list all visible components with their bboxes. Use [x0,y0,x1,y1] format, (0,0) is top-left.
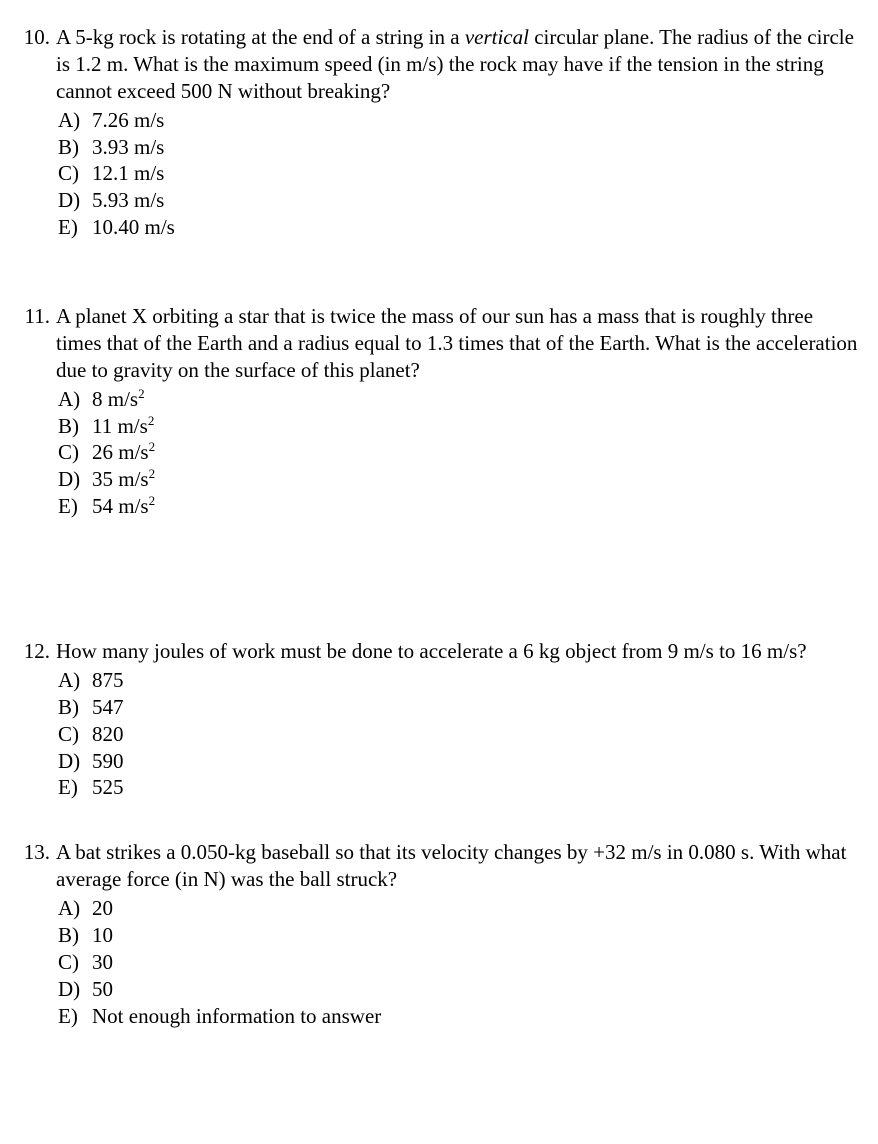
option-value: 35 m/s [92,467,149,491]
option-label: E) [58,493,92,520]
page: 10. A 5-kg rock is rotating at the end o… [0,0,878,1029]
option-text: 10 [92,922,860,949]
option-b: B)10 [58,922,860,949]
question-number: 12. [8,638,56,801]
question-13: 13. A bat strikes a 0.050-kg baseball so… [8,839,860,1029]
options-list: A)20 B)10 C)30 D)50 E)Not enough informa… [56,895,860,1029]
option-label: E) [58,1003,92,1030]
options-list: A)7.26 m/s B)3.93 m/s C)12.1 m/s D)5.93 … [56,107,860,241]
question-11: 11. A planet X orbiting a star that is t… [8,303,860,520]
option-b: B)11 m/s2 [58,413,860,440]
option-c: C)26 m/s2 [58,439,860,466]
stem-text-pre: A planet X orbiting a star that is twice… [56,304,857,382]
spacer [8,801,860,839]
option-d: D)5.93 m/s [58,187,860,214]
option-text: Not enough information to answer [92,1003,860,1030]
option-label: D) [58,748,92,775]
stem-text-italic: vertical [465,25,529,49]
option-e: E)525 [58,774,860,801]
option-a: A)875 [58,667,860,694]
option-c: C)12.1 m/s [58,160,860,187]
option-label: C) [58,949,92,976]
option-d: D)590 [58,748,860,775]
question-number: 10. [8,24,56,241]
question-body: A planet X orbiting a star that is twice… [56,303,860,520]
option-a: A)20 [58,895,860,922]
option-text: 10.40 m/s [92,214,860,241]
option-text: 35 m/s2 [92,466,860,493]
option-e: E)10.40 m/s [58,214,860,241]
option-b: B)3.93 m/s [58,134,860,161]
stem-text-pre: A 5-kg rock is rotating at the end of a … [56,25,465,49]
option-label: B) [58,922,92,949]
option-text: 54 m/s2 [92,493,860,520]
option-sup: 2 [149,493,156,508]
option-text: 8 m/s2 [92,386,860,413]
option-text: 820 [92,721,860,748]
stem-text-pre: A bat strikes a 0.050-kg baseball so tha… [56,840,846,891]
question-body: A bat strikes a 0.050-kg baseball so tha… [56,839,860,1029]
option-text: 12.1 m/s [92,160,860,187]
option-sup: 2 [149,466,156,481]
option-label: B) [58,413,92,440]
question-stem: A planet X orbiting a star that is twice… [56,303,860,384]
option-value: 54 m/s [92,494,149,518]
option-label: B) [58,694,92,721]
question-12: 12. How many joules of work must be done… [8,638,860,801]
option-label: E) [58,214,92,241]
option-text: 525 [92,774,860,801]
option-label: C) [58,160,92,187]
question-stem: How many joules of work must be done to … [56,638,860,665]
option-b: B)547 [58,694,860,721]
stem-text-pre: How many joules of work must be done to … [56,639,807,663]
option-label: A) [58,107,92,134]
option-text: 26 m/s2 [92,439,860,466]
option-label: C) [58,721,92,748]
option-text: 3.93 m/s [92,134,860,161]
option-text: 7.26 m/s [92,107,860,134]
question-10: 10. A 5-kg rock is rotating at the end o… [8,24,860,241]
option-label: D) [58,466,92,493]
option-text: 20 [92,895,860,922]
option-label: A) [58,386,92,413]
option-value: 26 m/s [92,440,149,464]
option-e: E)54 m/s2 [58,493,860,520]
option-sup: 2 [149,439,156,454]
option-sup: 2 [148,413,155,428]
option-label: C) [58,439,92,466]
question-body: How many joules of work must be done to … [56,638,860,801]
question-stem: A 5-kg rock is rotating at the end of a … [56,24,860,105]
option-a: A) 8 m/s2 [58,386,860,413]
option-c: C)30 [58,949,860,976]
question-stem: A bat strikes a 0.050-kg baseball so tha… [56,839,860,893]
option-text: 875 [92,667,860,694]
option-e: E)Not enough information to answer [58,1003,860,1030]
option-value: 8 m/s [92,387,138,411]
option-sup: 2 [138,386,145,401]
option-text: 590 [92,748,860,775]
option-label: A) [58,895,92,922]
option-value: 11 m/s [92,414,148,438]
option-a: A)7.26 m/s [58,107,860,134]
option-label: B) [58,134,92,161]
option-label: D) [58,976,92,1003]
option-label: E) [58,774,92,801]
option-label: A) [58,667,92,694]
option-d: D)35 m/s2 [58,466,860,493]
options-list: A) 8 m/s2 B)11 m/s2 C)26 m/s2 D)35 m/s2 … [56,386,860,520]
options-list: A)875 B)547 C)820 D)590 E)525 [56,667,860,801]
option-d: D)50 [58,976,860,1003]
question-number: 13. [8,839,56,1029]
option-text: 547 [92,694,860,721]
question-number: 11. [8,303,56,520]
spacer [8,241,860,303]
option-text: 30 [92,949,860,976]
question-body: A 5-kg rock is rotating at the end of a … [56,24,860,241]
option-label: D) [58,187,92,214]
option-text: 50 [92,976,860,1003]
option-text: 11 m/s2 [92,413,860,440]
spacer [8,520,860,638]
option-c: C)820 [58,721,860,748]
option-text: 5.93 m/s [92,187,860,214]
